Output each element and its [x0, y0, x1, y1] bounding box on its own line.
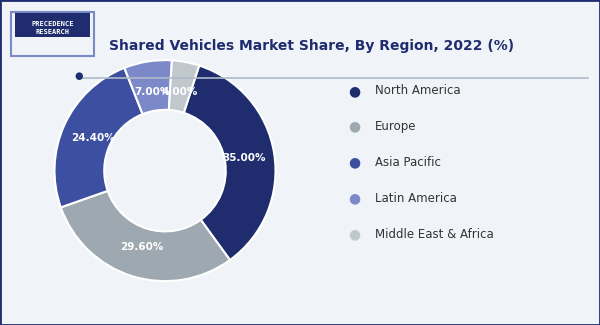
Wedge shape — [61, 191, 230, 281]
Text: RESEARCH: RESEARCH — [35, 29, 70, 35]
Wedge shape — [169, 60, 199, 113]
Text: PRECEDENCE: PRECEDENCE — [31, 21, 74, 27]
Text: 24.40%: 24.40% — [71, 133, 115, 143]
FancyBboxPatch shape — [16, 13, 90, 37]
Text: 29.60%: 29.60% — [119, 241, 163, 252]
Text: ●: ● — [348, 191, 360, 205]
Text: ●: ● — [348, 227, 360, 241]
Text: 4.00%: 4.00% — [162, 87, 198, 98]
Text: ●: ● — [348, 120, 360, 134]
Wedge shape — [124, 60, 172, 114]
Text: Asia Pacific: Asia Pacific — [375, 156, 441, 169]
Text: Middle East & Africa: Middle East & Africa — [375, 227, 494, 240]
Text: ●: ● — [348, 84, 360, 98]
Text: ●: ● — [348, 155, 360, 170]
Text: 35.00%: 35.00% — [222, 153, 265, 163]
Text: 7.00%: 7.00% — [134, 87, 171, 97]
Text: ●: ● — [74, 72, 83, 81]
Wedge shape — [184, 66, 275, 260]
Text: Shared Vehicles Market Share, By Region, 2022 (%): Shared Vehicles Market Share, By Region,… — [109, 39, 515, 53]
Text: Latin America: Latin America — [375, 192, 457, 205]
Text: Europe: Europe — [375, 120, 416, 133]
Wedge shape — [55, 68, 143, 207]
Text: North America: North America — [375, 84, 461, 98]
